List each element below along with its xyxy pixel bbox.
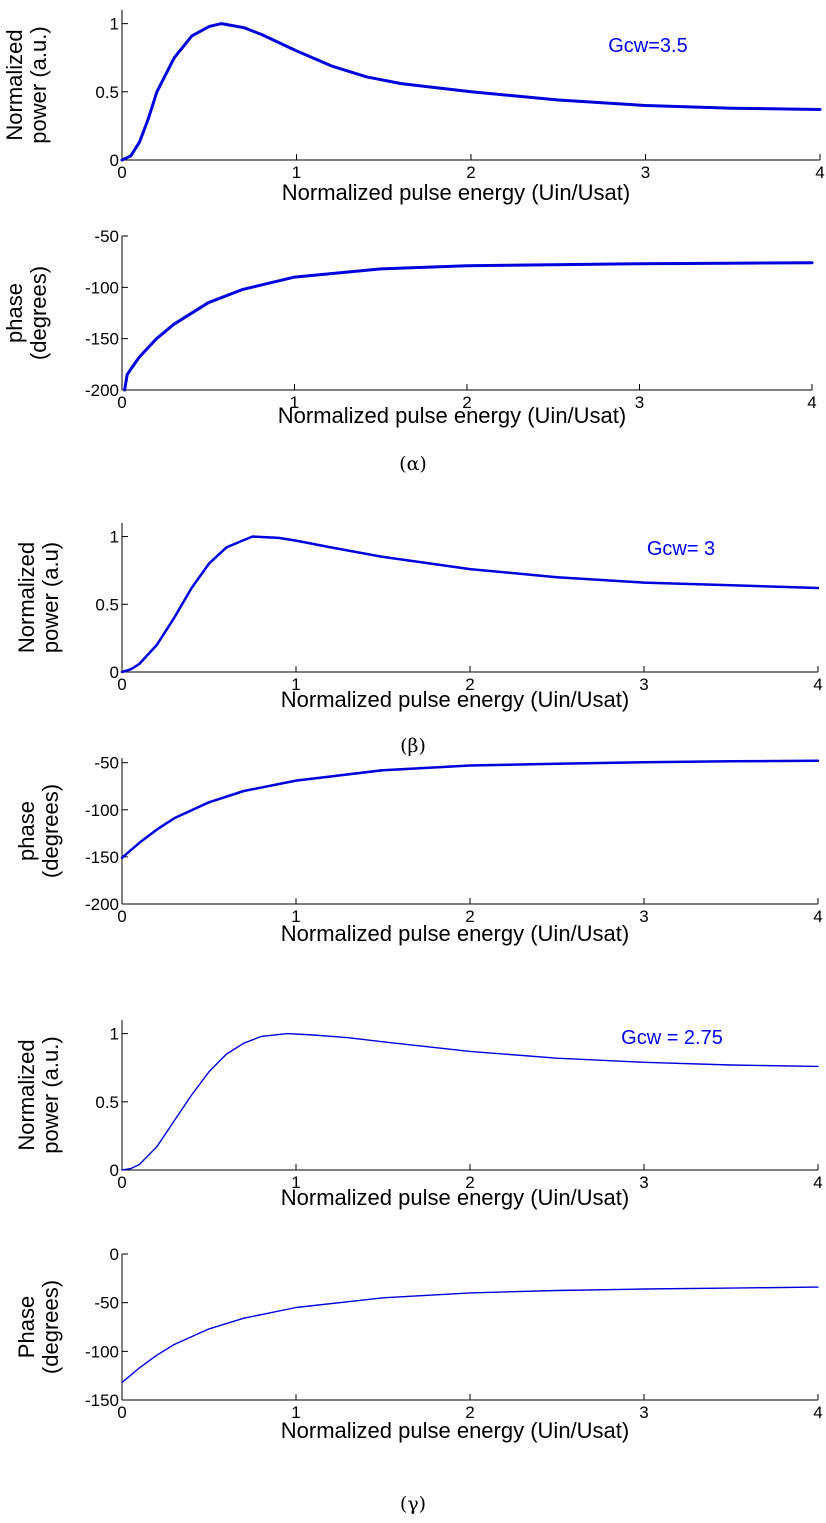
y-axis-title: Phase (14, 1296, 39, 1358)
y-tick-label: 0.5 (95, 595, 119, 614)
y-axis-title: Normalized (14, 542, 39, 653)
x-axis-title: Normalized pulse energy (Uin/Usat) (281, 1185, 629, 1210)
y-tick-label: 0 (110, 1245, 119, 1264)
y-axis-title: power (a.u.) (26, 26, 51, 143)
panel-gamma-phase: 0 1 2 3 4 0 -50 -100 -150 Normalized pulse energy… (14, 1245, 823, 1443)
panel-alpha-phase: 0 1 2 3 4 -50 -100 -150 -200 Normalized pulse ene… (2, 227, 817, 428)
y-tick-label: 0.5 (95, 83, 119, 102)
x-tick-label: 4 (813, 675, 822, 694)
series-line (120, 535, 820, 674)
x-tick-label: 0 (117, 1403, 126, 1422)
x-tick-label: 3 (639, 1403, 648, 1422)
x-axis-title: Normalized pulse energy (Uin/Usat) (282, 180, 630, 205)
x-tick-label: 0 (117, 163, 126, 182)
series-line (120, 22, 822, 162)
y-axis-title: phase (2, 283, 27, 343)
x-tick-label: 0 (117, 907, 126, 926)
y-tick-label: 0 (110, 151, 119, 170)
y-tick-label: 0 (110, 1161, 119, 1180)
x-tick-label: 1 (291, 675, 300, 694)
x-tick-label: 1 (291, 1403, 300, 1422)
x-tick-label: 2 (462, 393, 471, 412)
x-axis-title: Normalized pulse energy (Uin/Usat) (281, 1418, 629, 1443)
x-axis-title: Normalized pulse energy (Uin/Usat) (281, 921, 629, 946)
caption-alpha: (α) (399, 453, 427, 475)
x-tick-label: 3 (639, 907, 648, 926)
y-tick-label: -100 (85, 1342, 119, 1361)
y-tick-label: -150 (85, 1391, 119, 1410)
y-tick-label: -50 (94, 1294, 119, 1313)
caption-beta: (β) (400, 735, 426, 757)
y-tick-label: -100 (85, 801, 119, 820)
x-axis-title: Normalized pulse energy (Uin/Usat) (281, 687, 629, 712)
y-axis-title: power (a.u) (38, 542, 63, 653)
y-tick-label: 1 (110, 15, 119, 34)
x-tick-label: 3 (639, 1173, 648, 1192)
y-tick-label: -50 (94, 754, 119, 773)
x-tick-label: 2 (465, 1173, 474, 1192)
x-tick-label: 3 (641, 163, 650, 182)
x-tick-label: 1 (290, 393, 299, 412)
x-axis-title: Normalized pulse energy (Uin/Usat) (278, 403, 626, 428)
series-line (121, 1032, 819, 1171)
caption-gamma: (γ) (400, 1493, 426, 1515)
x-tick-label: 0 (117, 1173, 126, 1192)
y-axis-title: (degrees) (26, 266, 51, 360)
y-axis-title: Normalized (14, 1039, 39, 1150)
y-tick-label: 0.5 (95, 1093, 119, 1112)
x-tick-label: 4 (813, 1403, 822, 1422)
y-axis-title: phase (14, 801, 39, 861)
y-tick-label: -150 (85, 848, 119, 867)
x-tick-label: 3 (635, 393, 644, 412)
x-tick-label: 1 (291, 1173, 300, 1192)
x-tick-label: 1 (291, 907, 300, 926)
gcw-annotation: Gcw= 3 (647, 538, 715, 560)
series-line (120, 759, 820, 860)
x-tick-label: 0 (117, 675, 126, 694)
y-tick-label: -100 (85, 278, 119, 297)
y-tick-label: -200 (85, 381, 119, 400)
x-tick-label: 4 (815, 163, 824, 182)
y-tick-label: -50 (94, 227, 119, 246)
y-axis-title: power (a.u.) (38, 1036, 63, 1153)
gcw-annotation: Gcw = 2.75 (621, 1027, 723, 1049)
x-tick-label: 4 (813, 907, 822, 926)
y-axis-title: Normalized (2, 29, 27, 140)
x-tick-label: 2 (465, 907, 474, 926)
x-tick-label: 4 (807, 393, 816, 412)
x-tick-label: 0 (117, 393, 126, 412)
y-tick-label: -150 (85, 330, 119, 349)
panel-beta-phase: 0 1 2 3 4 -50 -100 -150 -200 Normalized pulse ene… (14, 754, 823, 946)
y-axis-title: (degrees) (38, 1280, 63, 1374)
x-tick-label: 3 (639, 675, 648, 694)
gcw-annotation: Gcw=3.5 (608, 35, 687, 57)
series-line (123, 261, 814, 392)
x-tick-label: 1 (292, 163, 301, 182)
x-tick-label: 2 (465, 675, 474, 694)
x-tick-label: 2 (466, 163, 475, 182)
x-tick-label: 4 (813, 1173, 822, 1192)
y-tick-label: 1 (110, 528, 119, 547)
series-line (121, 1286, 819, 1384)
y-tick-label: -200 (85, 895, 119, 914)
y-tick-label: 1 (110, 1025, 119, 1044)
y-tick-label: 0 (110, 663, 119, 682)
y-axis-title: (degrees) (38, 784, 63, 878)
x-tick-label: 2 (465, 1403, 474, 1422)
